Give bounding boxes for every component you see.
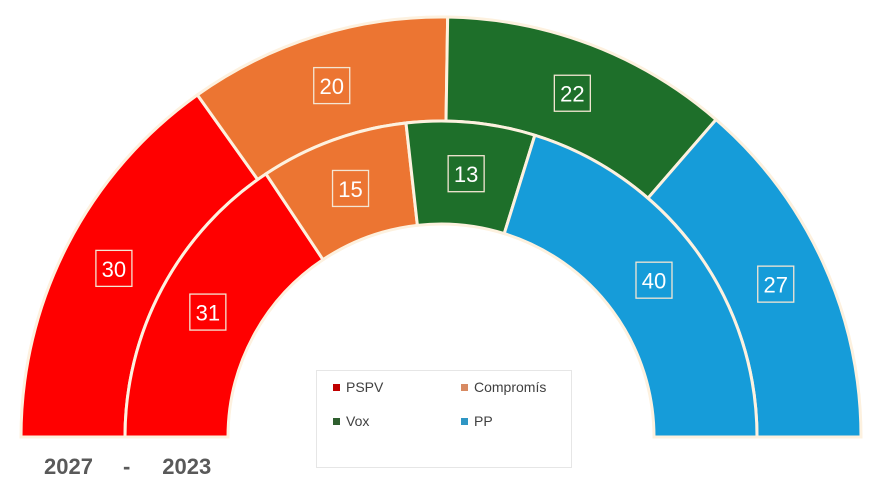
legend-label-pp: PP bbox=[474, 413, 493, 429]
svg-text:22: 22 bbox=[560, 82, 584, 107]
svg-text:13: 13 bbox=[454, 162, 478, 187]
svg-text:27: 27 bbox=[764, 273, 788, 298]
legend-swatch-pp bbox=[461, 417, 468, 425]
seat-label-2027-pspv: 30 bbox=[95, 249, 133, 288]
seat-label-2023-vox: 13 bbox=[447, 155, 485, 193]
seat-label-2027-vox: 22 bbox=[553, 74, 591, 112]
year-inner: 2023 bbox=[162, 454, 212, 479]
legend-swatch-pspv bbox=[333, 383, 340, 391]
year-separator: - bbox=[122, 454, 131, 479]
ring-2023 bbox=[123, 119, 759, 439]
legend-swatch-compromis bbox=[461, 383, 468, 391]
legend-item-compromis: Compromís bbox=[461, 379, 546, 395]
svg-text:30: 30 bbox=[102, 257, 126, 282]
seat-label-2023-compromís: 15 bbox=[331, 169, 370, 208]
year-outer: 2027 bbox=[44, 454, 93, 479]
seat-labels: 30 20 22 27 31 15 13 40 bbox=[95, 66, 795, 331]
svg-text:31: 31 bbox=[196, 301, 220, 326]
segment-2023-pp bbox=[502, 133, 759, 439]
legend-swatch-vox bbox=[333, 417, 340, 425]
legend-label-pspv: PSPV bbox=[346, 379, 384, 395]
chart-legend: PSPV Compromís Vox PP bbox=[316, 370, 572, 468]
legend-item-pp: PP bbox=[461, 413, 493, 429]
legend-label-compromis: Compromís bbox=[474, 379, 547, 395]
svg-text:20: 20 bbox=[319, 74, 343, 99]
ring-2027 bbox=[19, 15, 863, 439]
seat-label-2023-pspv: 31 bbox=[189, 293, 227, 331]
seat-label-2027-compromís: 20 bbox=[313, 66, 351, 105]
seat-label-2023-pp: 40 bbox=[635, 261, 673, 299]
svg-text:15: 15 bbox=[338, 177, 362, 202]
seat-label-2027-pp: 27 bbox=[757, 265, 795, 303]
legend-label-vox: Vox bbox=[346, 413, 370, 429]
year-caption: 2027 - 2023 bbox=[44, 454, 211, 480]
svg-text:40: 40 bbox=[642, 269, 666, 294]
legend-item-pspv: PSPV bbox=[333, 379, 383, 395]
legend-item-vox: Vox bbox=[333, 413, 369, 429]
